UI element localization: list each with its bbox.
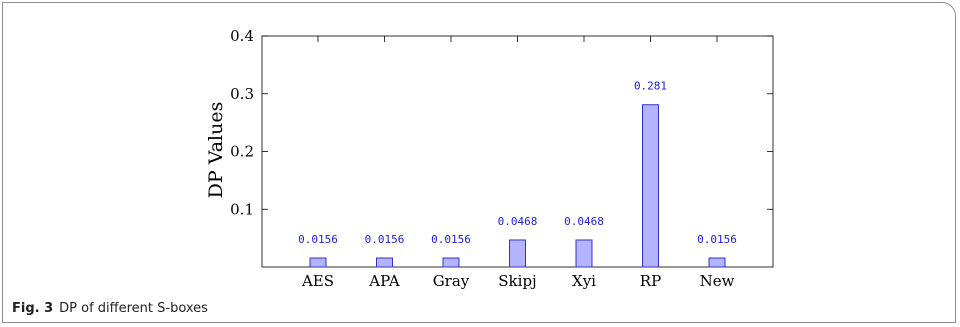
value-label-rp: 0.281 (634, 80, 667, 93)
bars-group (309, 104, 726, 268)
y-tick-label: 0.2 (230, 143, 254, 161)
value-label-gray: 0.0156 (431, 233, 471, 246)
y-tick-label: 0.1 (230, 200, 254, 218)
x-tick-label-aes: AES (301, 272, 334, 290)
figure-caption-text: DP of different S-boxes (59, 301, 208, 316)
x-tick-label-apa: APA (368, 272, 400, 290)
value-label-new: 0.0156 (697, 233, 737, 246)
bar-xyi (575, 239, 593, 268)
y-tick-label: 0.3 (230, 85, 254, 103)
plot-axes: 0.1 0.2 0.3 0.4 (230, 27, 774, 268)
bar-gray (442, 257, 460, 268)
x-tick-label-gray: Gray (433, 272, 470, 290)
bar-skipj (509, 239, 526, 268)
value-label-skipj: 0.0468 (498, 215, 538, 228)
figure-frame (2, 2, 956, 323)
value-label-apa: 0.0156 (365, 233, 405, 246)
y-tick-label: 0.4 (230, 27, 254, 45)
x-tick-label-skipj: Skipj (498, 272, 536, 290)
figure-caption: Fig. 3 DP of different S-boxes (12, 301, 208, 316)
labels-group: 0.0156 AES 0.0156 APA 0.0156 Gray 0.0468 Skipj 0… (298, 80, 737, 290)
figure-caption-label: Fig. 3 (12, 301, 54, 316)
bar-aes (309, 257, 327, 268)
bar-rp (642, 104, 659, 268)
value-label-xyi: 0.0468 (564, 215, 604, 228)
x-tick-label-xyi: Xyi (572, 272, 596, 290)
value-label-aes: 0.0156 (298, 233, 338, 246)
x-tick-label-new: New (700, 272, 735, 290)
y-axis-label: DP Values (205, 102, 227, 199)
x-tick-label-rp: RP (640, 272, 661, 290)
bar-apa (376, 257, 393, 268)
bar-new (708, 257, 726, 268)
